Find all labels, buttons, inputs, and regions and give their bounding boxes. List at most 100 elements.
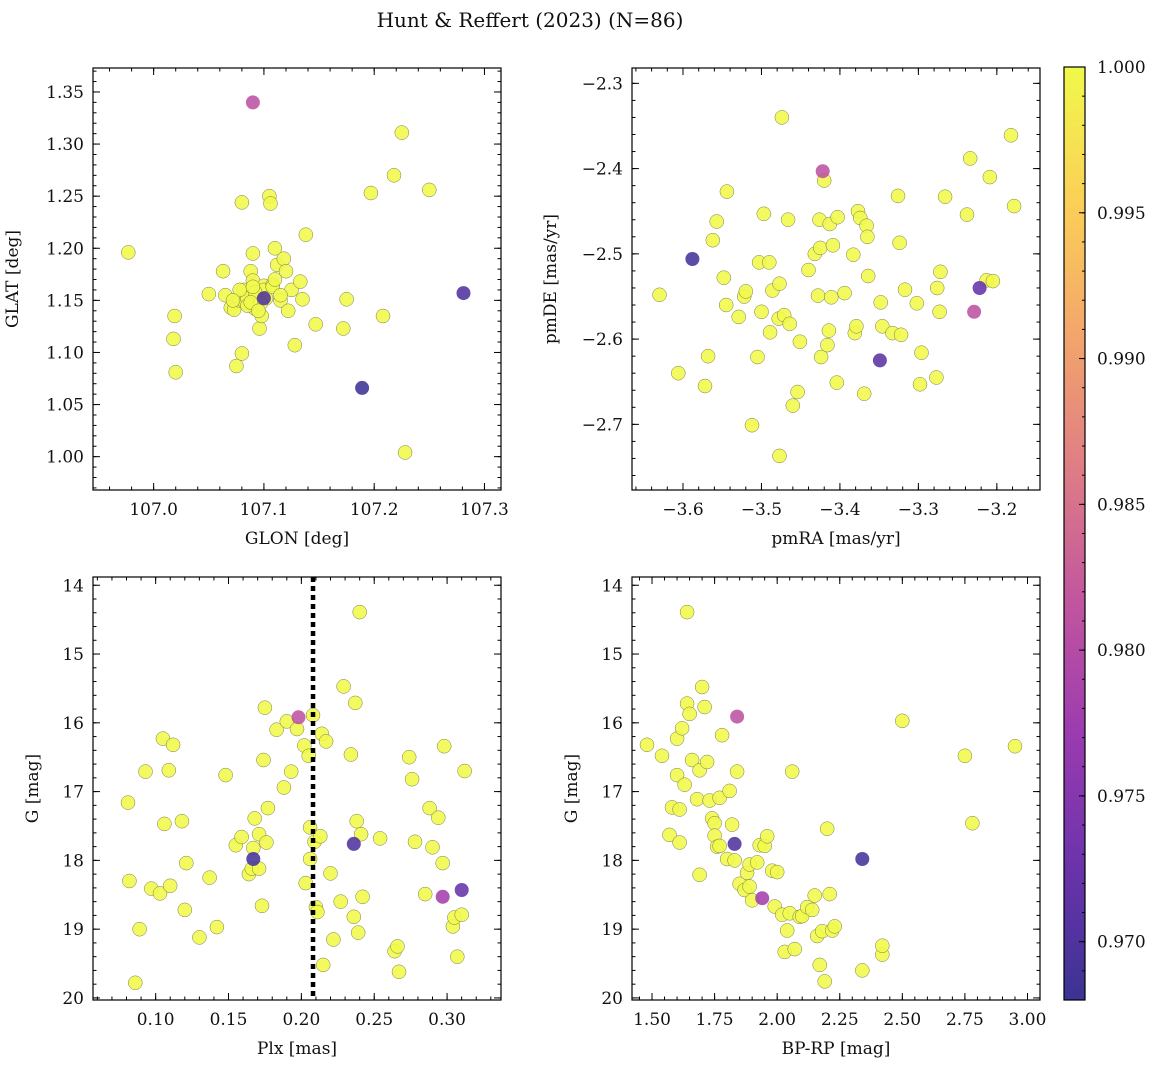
data-point (315, 957, 331, 973)
data-point (336, 321, 351, 336)
data-point (730, 709, 745, 724)
data-point (121, 245, 136, 260)
data-point (933, 264, 948, 280)
data-point (363, 185, 379, 201)
data-point (1006, 198, 1022, 214)
data-point (965, 815, 980, 831)
data-point (856, 386, 872, 401)
y-tick-label: 14 (62, 576, 84, 596)
data-point (872, 353, 887, 368)
data-point (705, 232, 721, 248)
x-tick-label: 1.50 (633, 1010, 671, 1030)
data-point (174, 813, 190, 829)
data-point (457, 763, 472, 779)
x-tick-label: 2.00 (758, 1010, 796, 1030)
data-point (855, 852, 870, 866)
y-tick-label: 20 (62, 989, 84, 1009)
data-point (744, 417, 760, 433)
data-point (168, 365, 183, 380)
data-point (252, 321, 267, 336)
y-axis-label: G [mag] (23, 754, 43, 823)
data-point (801, 262, 816, 278)
panel-p3: 0.10 0.15 0.20 0.25 0.30 14 15 16 17 18 19 20 Plx [m… (23, 576, 502, 1059)
data-point (308, 317, 323, 332)
x-tick-label: 107.2 (350, 500, 399, 520)
data-point (346, 836, 361, 851)
data-point (639, 737, 655, 753)
data-point (1007, 738, 1023, 754)
y-tick-label: 15 (601, 645, 623, 665)
data-point (959, 207, 975, 222)
data-point (727, 836, 742, 851)
data-point (772, 276, 787, 291)
data-point (873, 295, 888, 310)
data-point (132, 921, 147, 937)
data-point (245, 246, 261, 261)
data-point (166, 331, 181, 347)
data-point (729, 764, 745, 779)
data-point (807, 888, 822, 903)
data-point (435, 889, 450, 904)
data-point (815, 164, 830, 179)
data-point (422, 182, 437, 198)
data-point (245, 95, 260, 110)
data-point (724, 817, 740, 832)
ticks-p4 (632, 577, 1041, 1000)
data-point (719, 184, 735, 199)
data-point (326, 932, 341, 947)
data-point (298, 875, 313, 891)
data-point (425, 840, 440, 855)
data-point (837, 285, 852, 301)
data-point (727, 853, 742, 868)
x-axis-label: pmRA [mas/yr] (771, 529, 900, 549)
axes-frame (631, 576, 1041, 1001)
data-point (967, 304, 982, 319)
y-tick-label: 1.00 (46, 448, 84, 468)
x-tick-label: 2.25 (821, 1010, 859, 1030)
x-tick-label: 0.25 (355, 1010, 393, 1030)
colorbar-tick-label: 1.000 (1097, 58, 1146, 78)
y-tick-label: 1.30 (46, 135, 84, 155)
data-point (957, 748, 973, 764)
data-point (267, 272, 283, 287)
data-point (846, 247, 861, 262)
data-point (749, 855, 765, 870)
data-point (259, 835, 274, 850)
x-tick-label: −3.2 (976, 500, 1017, 520)
panel-p1: 107.0 107.1 107.2 107.3 1.00 1.05 1.10 1.15 1.20… (3, 67, 509, 549)
x-tick-label: −3.6 (662, 500, 703, 520)
data-point (450, 949, 465, 964)
y-tick-label: −2.6 (582, 330, 623, 350)
data-point (780, 212, 796, 227)
data-point (895, 713, 910, 729)
data-point (830, 209, 845, 225)
y-tick-label: 14 (601, 576, 623, 596)
data-point (827, 919, 842, 934)
x-tick-label: 2.50 (883, 1010, 921, 1030)
y-tick-label: 17 (62, 783, 84, 803)
data-point (310, 904, 325, 920)
data-point (929, 370, 944, 385)
data-point (718, 297, 734, 313)
data-point (674, 721, 690, 736)
panels: 107.0 107.1 107.2 107.3 1.00 1.05 1.10 1.15 1.20… (3, 67, 1046, 1059)
data-point (912, 377, 928, 392)
data-point (784, 764, 800, 779)
data-point (742, 879, 757, 894)
y-axis-label: G [mag] (562, 754, 582, 823)
y-tick-label: 20 (601, 989, 623, 1009)
data-point (386, 168, 402, 183)
data-point (152, 886, 168, 901)
colorbar-gradient (1063, 66, 1086, 1001)
data-point (654, 748, 670, 764)
y-tick-label: −2.3 (582, 74, 623, 94)
data-point (179, 855, 194, 871)
data-point (875, 319, 890, 334)
data-point (218, 767, 233, 783)
data-point (161, 763, 177, 778)
data-point (209, 919, 225, 935)
data-point (820, 337, 835, 353)
data-point (893, 327, 909, 343)
data-point (267, 241, 283, 256)
